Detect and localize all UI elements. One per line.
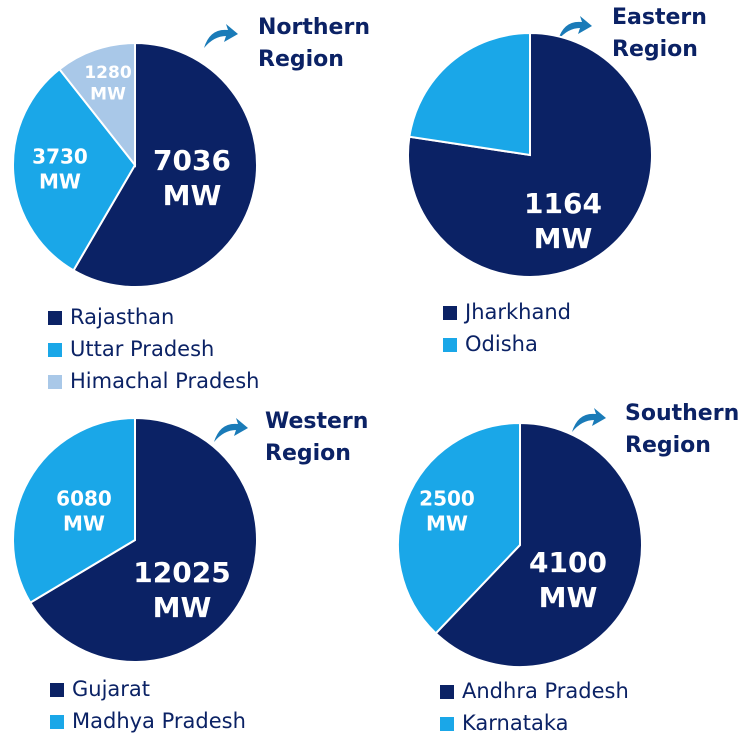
slice-unit: MW: [534, 222, 593, 255]
slice-value: 2500: [419, 487, 475, 511]
chart-title: Eastern Region: [612, 5, 707, 62]
legend-label: Jharkhand: [463, 300, 571, 324]
slice-value: 1280: [84, 63, 131, 83]
slice-value: 3730: [32, 145, 88, 169]
slice-unit: MW: [90, 84, 126, 104]
slice-unit: MW: [349, 116, 391, 140]
legend-label: Madhya Pradesh: [72, 709, 246, 733]
legend-label: Rajasthan: [70, 305, 174, 329]
slice-unit: MW: [163, 179, 222, 212]
legend-swatch: [443, 306, 457, 320]
legend-label: Gujarat: [72, 677, 150, 701]
arrow-icons: [204, 16, 606, 442]
legend-label: Karnataka: [462, 711, 568, 734]
pie-slice: [397, 421, 521, 635]
slice-unit: MW: [63, 512, 105, 536]
arrow-icon: [558, 16, 592, 40]
pie-slice: [434, 421, 643, 668]
pie-slice: [58, 41, 136, 168]
slice-unit: MW: [39, 170, 81, 194]
pie-slice: [408, 31, 531, 157]
arrow-icon: [214, 418, 248, 442]
slice-value: 12025: [133, 556, 230, 589]
legend-swatch: [50, 715, 64, 729]
legend-label: Odisha: [465, 332, 538, 356]
chart-title: Southern Region: [625, 401, 740, 458]
legend-label: Andhra Pradesh: [462, 679, 629, 703]
legend-swatch: [48, 343, 62, 357]
pie-slice: [72, 41, 258, 288]
legend-swatch: [48, 375, 62, 389]
slice-value: 4100: [529, 546, 607, 579]
chart-title: Western Region: [265, 409, 369, 466]
pie-slice: [12, 416, 136, 605]
legend-label: Himachal Pradesh: [70, 369, 259, 393]
legend-swatch: [443, 338, 457, 352]
legend-swatch: [50, 683, 64, 697]
slice-value: 6080: [56, 487, 112, 511]
legend-swatch: [440, 685, 454, 699]
pie-slice: [12, 67, 137, 272]
legend-label: Uttar Pradesh: [70, 337, 214, 361]
slice-value: 7036: [153, 144, 231, 177]
slice-value: 1164: [524, 187, 602, 220]
slice-unit: MW: [153, 591, 212, 624]
legend-swatch: [440, 717, 454, 731]
slice-unit: MW: [539, 581, 598, 614]
slice-unit: MW: [426, 512, 468, 536]
arrow-icon: [572, 408, 606, 432]
pie-slice: [28, 416, 258, 663]
chart-title: Northern Region: [258, 15, 370, 72]
legend-swatch: [48, 311, 62, 325]
slice-value: 340: [349, 91, 391, 115]
arrow-icon: [204, 24, 238, 48]
